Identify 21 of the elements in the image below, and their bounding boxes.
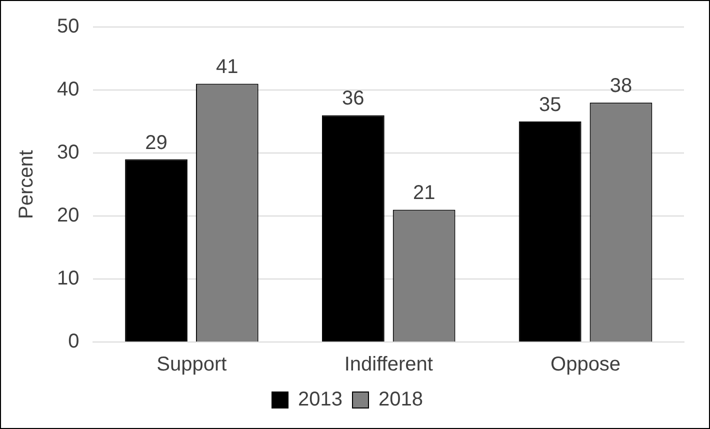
bar [322,115,384,342]
data-label: 36 [342,88,364,110]
data-label: 38 [610,75,632,98]
legend-label: 2018 [378,388,423,411]
bar [125,159,188,342]
legend-label: 2013 [298,388,343,411]
data-label: 29 [145,132,168,154]
y-tick-label: 0 [68,330,80,353]
bar [518,122,582,342]
x-tick-label: Oppose [550,354,621,376]
y-axis-title: Percent [16,150,38,219]
y-tick-label: 30 [56,142,80,164]
data-label: 21 [412,182,436,204]
y-tick-label: 10 [56,268,80,290]
x-tick-label: Support [156,354,228,376]
y-tick-label: 20 [56,204,80,227]
y-tick-label: 50 [56,16,80,38]
data-label: 41 [216,56,238,78]
data-label: 35 [538,94,562,116]
x-tick-label: Indifferent [344,354,434,376]
y-tick-label: 40 [56,78,80,101]
